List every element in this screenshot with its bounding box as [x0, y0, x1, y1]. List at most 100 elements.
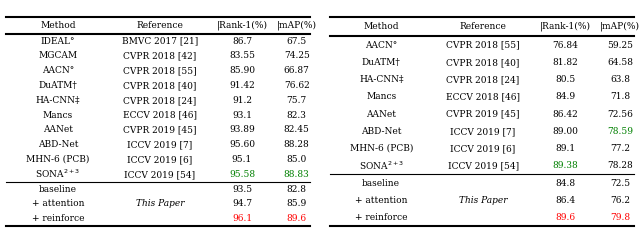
- Text: |mAP(%): |mAP(%): [276, 20, 317, 30]
- Text: 93.5: 93.5: [232, 185, 252, 193]
- Text: AANet: AANet: [366, 109, 396, 119]
- Text: |mAP(%): |mAP(%): [600, 22, 640, 31]
- Text: + attention: + attention: [355, 196, 408, 205]
- Text: AACN°: AACN°: [42, 66, 74, 75]
- Text: 76.84: 76.84: [552, 41, 578, 50]
- Text: 82.45: 82.45: [284, 125, 310, 134]
- Text: 86.4: 86.4: [555, 196, 575, 205]
- Text: CVPR 2018 [40]: CVPR 2018 [40]: [447, 58, 520, 67]
- Text: 76.2: 76.2: [610, 196, 630, 205]
- Text: 79.8: 79.8: [610, 213, 630, 222]
- Text: CVPR 2018 [24]: CVPR 2018 [24]: [447, 75, 520, 84]
- Text: 86.7: 86.7: [232, 37, 252, 46]
- Text: CVPR 2018 [42]: CVPR 2018 [42]: [124, 51, 196, 60]
- Text: SONA$^{2+3}$: SONA$^{2+3}$: [358, 159, 404, 172]
- Text: 86.42: 86.42: [552, 109, 578, 119]
- Text: IDEAL°: IDEAL°: [41, 37, 76, 46]
- Text: CVPR 2018 [55]: CVPR 2018 [55]: [123, 66, 196, 75]
- Text: CVPR 2018 [40]: CVPR 2018 [40]: [124, 81, 196, 90]
- Text: 85.0: 85.0: [287, 155, 307, 164]
- Text: 96.1: 96.1: [232, 214, 252, 223]
- Text: 94.7: 94.7: [232, 199, 252, 208]
- Text: Mancs: Mancs: [366, 92, 396, 101]
- Text: CVPR 2018 [24]: CVPR 2018 [24]: [124, 96, 196, 105]
- Text: DuATM†: DuATM†: [38, 81, 77, 90]
- Text: 84.8: 84.8: [555, 178, 575, 188]
- Text: 78.28: 78.28: [607, 161, 633, 170]
- Text: + reinforce: + reinforce: [355, 213, 408, 222]
- Text: 75.7: 75.7: [287, 96, 307, 105]
- Text: 71.8: 71.8: [610, 92, 630, 101]
- Text: HA-CNN‡: HA-CNN‡: [359, 75, 404, 84]
- Text: DuATM†: DuATM†: [362, 58, 401, 67]
- Text: MGCAM: MGCAM: [38, 51, 77, 60]
- Text: CVPR 2019 [45]: CVPR 2019 [45]: [123, 125, 196, 134]
- Text: 95.60: 95.60: [229, 140, 255, 149]
- Text: SONA$^{2+3}$: SONA$^{2+3}$: [35, 168, 81, 180]
- Text: 66.87: 66.87: [284, 66, 310, 75]
- Text: ICCV 2019 [54]: ICCV 2019 [54]: [124, 170, 195, 179]
- Text: 85.9: 85.9: [287, 199, 307, 208]
- Text: 72.5: 72.5: [610, 178, 630, 188]
- Text: 89.38: 89.38: [552, 161, 578, 170]
- Text: ECCV 2018 [46]: ECCV 2018 [46]: [123, 111, 197, 119]
- Text: CVPR 2018 [55]: CVPR 2018 [55]: [446, 41, 520, 50]
- Text: baseline: baseline: [39, 185, 77, 193]
- Text: 59.25: 59.25: [607, 41, 633, 50]
- Text: 93.1: 93.1: [232, 111, 252, 119]
- Text: 67.5: 67.5: [287, 37, 307, 46]
- Text: ICCV 2019 [7]: ICCV 2019 [7]: [451, 127, 516, 136]
- Text: 91.2: 91.2: [232, 96, 252, 105]
- Text: + attention: + attention: [32, 199, 84, 208]
- Text: ECCV 2018 [46]: ECCV 2018 [46]: [446, 92, 520, 101]
- Text: 80.5: 80.5: [555, 75, 575, 84]
- Text: MHN-6 (PCB): MHN-6 (PCB): [26, 155, 90, 164]
- Text: This Paper: This Paper: [136, 199, 184, 208]
- Text: 84.9: 84.9: [555, 92, 575, 101]
- Text: Mancs: Mancs: [43, 111, 73, 119]
- Text: 89.6: 89.6: [287, 214, 307, 223]
- Text: ICCV 2019 [54]: ICCV 2019 [54]: [447, 161, 518, 170]
- Text: 93.89: 93.89: [229, 125, 255, 134]
- Text: 78.59: 78.59: [607, 127, 633, 136]
- Text: 82.3: 82.3: [287, 111, 307, 119]
- Text: HA-CNN‡: HA-CNN‡: [36, 96, 81, 105]
- Text: MHN-6 (PCB): MHN-6 (PCB): [349, 144, 413, 153]
- Text: |Rank-1(%): |Rank-1(%): [540, 22, 591, 31]
- Text: BMVC 2017 [21]: BMVC 2017 [21]: [122, 37, 198, 46]
- Text: + reinforce: + reinforce: [32, 214, 84, 223]
- Text: ICCV 2019 [6]: ICCV 2019 [6]: [127, 155, 193, 164]
- Text: AACN°: AACN°: [365, 41, 397, 50]
- Text: 76.62: 76.62: [284, 81, 310, 90]
- Text: 77.2: 77.2: [610, 144, 630, 153]
- Text: 81.82: 81.82: [552, 58, 578, 67]
- Text: ABD-Net: ABD-Net: [38, 140, 78, 149]
- Text: Method: Method: [40, 21, 76, 30]
- Text: 91.42: 91.42: [229, 81, 255, 90]
- Text: Method: Method: [364, 22, 399, 31]
- Text: 83.55: 83.55: [229, 51, 255, 60]
- Text: AANet: AANet: [43, 125, 73, 134]
- Text: Reference: Reference: [460, 22, 506, 31]
- Text: 64.58: 64.58: [607, 58, 633, 67]
- Text: 88.83: 88.83: [284, 170, 310, 179]
- Text: baseline: baseline: [362, 178, 400, 188]
- Text: 63.8: 63.8: [610, 75, 630, 84]
- Text: 89.6: 89.6: [555, 213, 575, 222]
- Text: ICCV 2019 [6]: ICCV 2019 [6]: [451, 144, 516, 153]
- Text: 89.1: 89.1: [555, 144, 575, 153]
- Text: ABD-Net: ABD-Net: [361, 127, 401, 136]
- Text: ICCV 2019 [7]: ICCV 2019 [7]: [127, 140, 193, 149]
- Text: This Paper: This Paper: [459, 196, 508, 205]
- Text: |Rank-1(%): |Rank-1(%): [216, 20, 268, 30]
- Text: 95.58: 95.58: [229, 170, 255, 179]
- Text: 85.90: 85.90: [229, 66, 255, 75]
- Text: 74.25: 74.25: [284, 51, 310, 60]
- Text: 95.1: 95.1: [232, 155, 252, 164]
- Text: Reference: Reference: [136, 21, 183, 30]
- Text: 88.28: 88.28: [284, 140, 310, 149]
- Text: 89.00: 89.00: [552, 127, 578, 136]
- Text: 82.8: 82.8: [287, 185, 307, 193]
- Text: CVPR 2019 [45]: CVPR 2019 [45]: [446, 109, 520, 119]
- Text: 72.56: 72.56: [607, 109, 633, 119]
